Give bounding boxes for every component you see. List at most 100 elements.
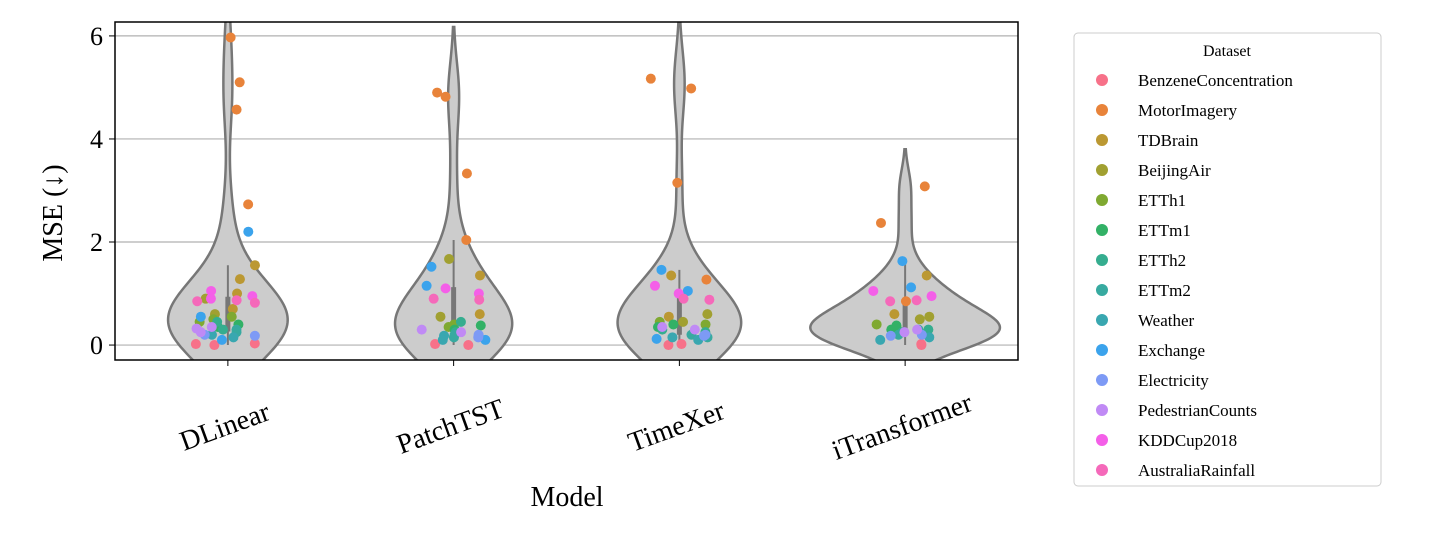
legend-label: AustraliaRainfall — [1138, 461, 1255, 480]
data-point — [474, 294, 485, 305]
data-point — [702, 309, 713, 320]
data-point — [234, 274, 245, 285]
data-point — [912, 324, 923, 335]
data-point — [206, 322, 217, 333]
data-point — [700, 329, 711, 340]
data-point — [906, 282, 917, 293]
legend-marker — [1096, 104, 1108, 116]
legend-marker — [1096, 464, 1108, 476]
legend-label: BenzeneConcentration — [1138, 71, 1293, 90]
legend-marker — [1096, 164, 1108, 176]
legend-marker — [1096, 284, 1108, 296]
data-point — [868, 285, 879, 296]
legend-marker — [1096, 254, 1108, 266]
data-point — [916, 340, 927, 351]
data-point — [474, 309, 485, 320]
data-point — [249, 260, 260, 271]
data-point — [889, 309, 900, 320]
data-point — [899, 327, 910, 338]
data-point — [192, 296, 203, 307]
data-point — [689, 324, 700, 335]
legend-label: BeijingAir — [1138, 161, 1211, 180]
data-point — [416, 324, 427, 335]
data-point — [919, 181, 930, 192]
data-point — [461, 234, 472, 245]
data-point — [900, 296, 911, 307]
data-point — [474, 270, 485, 281]
data-point — [249, 338, 260, 349]
data-point — [216, 334, 227, 345]
data-point — [231, 104, 242, 115]
data-point — [682, 285, 693, 296]
data-point — [226, 311, 237, 322]
data-point — [249, 297, 260, 308]
data-point — [421, 280, 432, 291]
data-point — [190, 339, 201, 350]
data-point — [437, 334, 448, 345]
data-point — [455, 316, 466, 327]
legend-marker — [1096, 224, 1108, 236]
legend-marker — [1096, 374, 1108, 386]
data-point — [234, 77, 245, 88]
x-tick-label: iTransformer — [828, 387, 977, 467]
x-tick-label: PatchTST — [393, 393, 509, 460]
legend-marker — [1096, 434, 1108, 446]
legend-label: ETTh2 — [1138, 251, 1186, 270]
y-tick-label: 4 — [90, 125, 103, 154]
legend-label: PedestrianCounts — [1138, 401, 1257, 420]
legend-marker — [1096, 74, 1108, 86]
data-point — [657, 322, 668, 333]
data-point — [243, 226, 254, 237]
violin — [616, 22, 743, 360]
legend-label: MotorImagery — [1138, 101, 1238, 120]
legend-label: Exchange — [1138, 341, 1205, 360]
data-point — [249, 330, 260, 341]
x-tick-label: DLinear — [176, 396, 275, 457]
data-point — [651, 333, 662, 344]
data-point — [456, 327, 467, 338]
legend-marker — [1096, 404, 1108, 416]
data-point — [463, 340, 474, 351]
data-point — [649, 280, 660, 291]
data-point — [668, 319, 679, 330]
data-point — [924, 311, 935, 322]
legend-label: TDBrain — [1138, 131, 1199, 150]
data-point — [225, 32, 236, 43]
data-point — [885, 296, 896, 307]
legend-label: ETTm1 — [1138, 221, 1191, 240]
data-point — [686, 83, 697, 94]
y-tick-label: 0 — [90, 331, 103, 360]
data-point — [475, 320, 486, 331]
data-point — [701, 274, 712, 285]
y-tick-label: 2 — [90, 228, 103, 257]
data-point — [243, 199, 254, 210]
data-point — [663, 311, 674, 322]
data-point — [430, 339, 441, 350]
data-point — [871, 319, 882, 330]
legend-box — [1073, 32, 1382, 487]
data-point — [678, 293, 689, 304]
data-point — [678, 316, 689, 327]
data-point — [432, 87, 443, 98]
data-point — [885, 330, 896, 341]
data-point — [206, 329, 217, 340]
legend-label: Weather — [1138, 311, 1195, 330]
data-point — [926, 291, 937, 302]
legend-label: KDDCup2018 — [1138, 431, 1237, 450]
violin — [809, 147, 1002, 360]
x-axis-label: Model — [530, 482, 603, 513]
data-point — [875, 217, 886, 228]
data-point — [440, 283, 451, 294]
data-point — [435, 311, 446, 322]
data-point — [195, 327, 206, 338]
data-point — [440, 91, 451, 102]
legend-marker — [1096, 344, 1108, 356]
legend-marker — [1096, 314, 1108, 326]
plot-content — [166, 22, 1002, 360]
legend-title: Dataset — [1203, 43, 1252, 60]
data-point — [666, 270, 677, 281]
legend-label: ETTh1 — [1138, 191, 1186, 210]
data-point — [921, 270, 932, 281]
data-point — [206, 285, 217, 296]
